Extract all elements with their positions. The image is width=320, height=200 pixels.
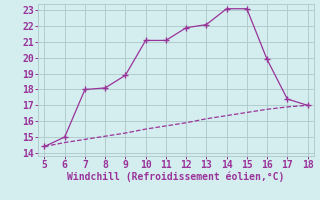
X-axis label: Windchill (Refroidissement éolien,°C): Windchill (Refroidissement éolien,°C) — [67, 172, 285, 182]
